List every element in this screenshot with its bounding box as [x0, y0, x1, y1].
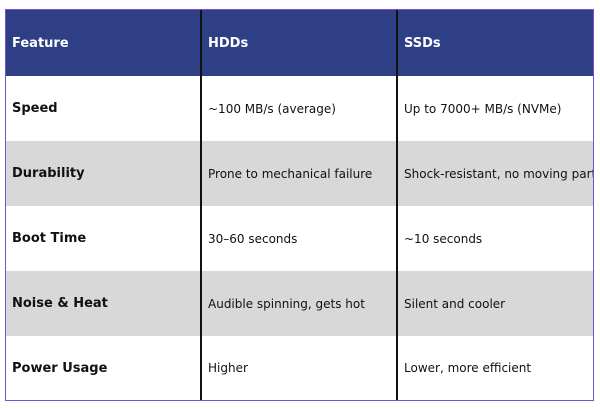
row-noise-heat-feature: Noise & Heat [6, 271, 202, 336]
row-boot-time-feature: Boot Time [6, 206, 202, 271]
row-speed-feature: Speed [6, 76, 202, 141]
row-durability-hdd: Prone to mechanical failure [202, 141, 398, 206]
row-power-usage-ssd: Lower, more efficient [398, 336, 593, 400]
comparison-table: Feature HDDs SSDs Speed ~100 MB/s (avera… [5, 9, 594, 401]
row-power-usage-hdd: Higher [202, 336, 398, 400]
row-noise-heat-hdd: Audible spinning, gets hot [202, 271, 398, 336]
table-grid: Feature HDDs SSDs Speed ~100 MB/s (avera… [6, 10, 593, 400]
row-speed-ssd: Up to 7000+ MB/s (NVMe) [398, 76, 593, 141]
header-hdds: HDDs [202, 10, 398, 76]
header-ssds: SSDs [398, 10, 593, 76]
row-noise-heat-ssd: Silent and cooler [398, 271, 593, 336]
row-durability-ssd: Shock-resistant, no moving parts [398, 141, 593, 206]
row-durability-feature: Durability [6, 141, 202, 206]
header-feature: Feature [6, 10, 202, 76]
row-boot-time-ssd: ~10 seconds [398, 206, 593, 271]
row-speed-hdd: ~100 MB/s (average) [202, 76, 398, 141]
row-boot-time-hdd: 30–60 seconds [202, 206, 398, 271]
row-power-usage-feature: Power Usage [6, 336, 202, 400]
